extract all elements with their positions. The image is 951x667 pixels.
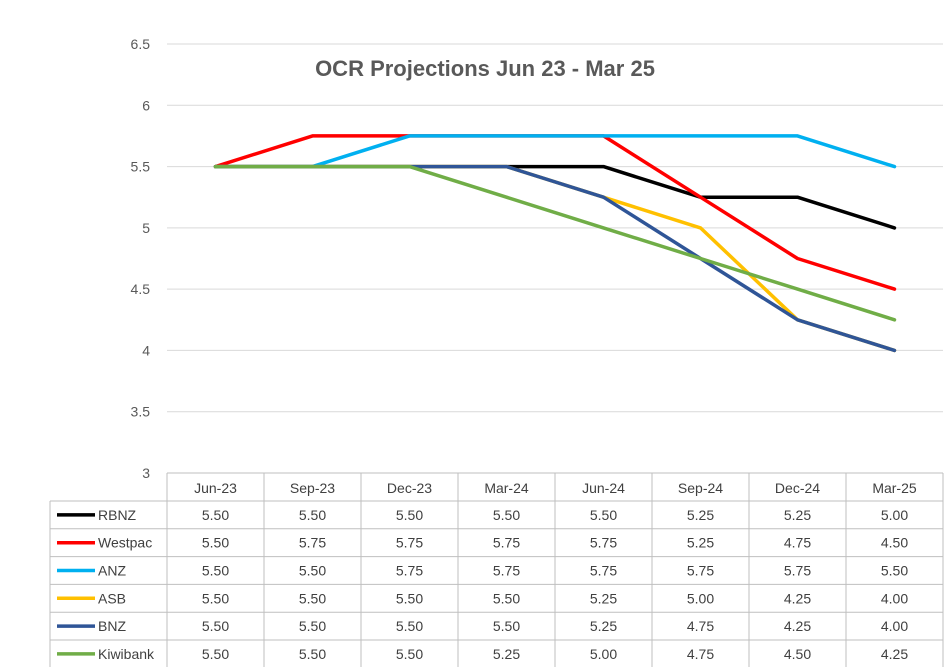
data-value-label: 4.75 xyxy=(687,618,714,634)
data-value-label: 5.75 xyxy=(299,535,326,551)
y-tick-label: 3 xyxy=(142,465,150,481)
x-category-label: Jun-23 xyxy=(194,480,237,496)
data-value-label: 5.75 xyxy=(493,535,520,551)
data-value-label: 5.50 xyxy=(202,535,229,551)
data-value-label: 5.75 xyxy=(396,535,423,551)
data-value-label: 5.50 xyxy=(202,646,229,662)
x-category-label: Mar-24 xyxy=(484,480,529,496)
data-table: Jun-23 Sep-23 Dec-23 Mar-24 Jun-24 Sep-24 Dec-… xyxy=(49,472,944,667)
y-tick-label: 5 xyxy=(142,220,150,236)
data-value-label: 4.25 xyxy=(881,646,908,662)
data-value-label: 5.50 xyxy=(202,618,229,634)
data-value-label: 5.00 xyxy=(881,507,908,523)
series-name-label: BNZ xyxy=(98,618,126,634)
x-category-label: Jun-24 xyxy=(582,480,625,496)
y-tick-label: 6.5 xyxy=(131,36,151,52)
data-value-label: 5.75 xyxy=(493,563,520,579)
data-value-label: 4.75 xyxy=(687,646,714,662)
data-value-label: 5.25 xyxy=(784,507,811,523)
data-value-label: 5.75 xyxy=(590,535,617,551)
data-value-label: 5.50 xyxy=(396,507,423,523)
data-value-label: 5.50 xyxy=(299,646,326,662)
series-name-label: Kiwibank xyxy=(98,646,155,662)
data-value-label: 5.25 xyxy=(687,507,714,523)
series-name-label: ASB xyxy=(98,590,126,606)
data-value-label: 5.50 xyxy=(299,563,326,579)
data-value-label: 5.50 xyxy=(202,590,229,606)
data-value-label: 5.50 xyxy=(299,507,326,523)
data-value-label: 5.50 xyxy=(299,618,326,634)
data-value-label: 5.50 xyxy=(493,618,520,634)
data-value-label: 5.50 xyxy=(396,618,423,634)
y-tick-label: 5.5 xyxy=(131,159,151,175)
series-line-anz xyxy=(213,134,897,169)
data-value-label: 4.75 xyxy=(784,535,811,551)
data-value-label: 5.50 xyxy=(202,563,229,579)
data-value-label: 5.50 xyxy=(493,507,520,523)
series-line-rbnz xyxy=(213,164,897,230)
x-category-label: Dec-23 xyxy=(387,480,432,496)
y-tick-label: 4 xyxy=(142,342,150,358)
series-line-asb xyxy=(213,164,897,353)
data-value-label: 5.75 xyxy=(784,563,811,579)
data-value-label: 5.50 xyxy=(299,590,326,606)
data-value-label: 5.50 xyxy=(590,507,617,523)
data-value-label: 5.25 xyxy=(493,646,520,662)
series-name-label: RBNZ xyxy=(98,507,137,523)
data-value-label: 5.75 xyxy=(396,563,423,579)
data-value-label: 5.25 xyxy=(590,590,617,606)
x-category-label: Sep-24 xyxy=(678,480,723,496)
data-value-label: 5.50 xyxy=(396,590,423,606)
data-value-label: 4.25 xyxy=(784,618,811,634)
data-value-label: 4.00 xyxy=(881,590,908,606)
y-tick-label: 4.5 xyxy=(131,281,151,297)
y-tick-label: 3.5 xyxy=(131,404,151,420)
x-category-label: Sep-23 xyxy=(290,480,335,496)
data-value-label: 5.50 xyxy=(202,507,229,523)
data-value-label: 4.25 xyxy=(784,590,811,606)
chart-title: OCR Projections Jun 23 - Mar 25 xyxy=(315,56,655,81)
data-value-label: 5.50 xyxy=(396,646,423,662)
data-value-label: 5.00 xyxy=(590,646,617,662)
data-value-label: 5.75 xyxy=(590,563,617,579)
x-category-label: Mar-25 xyxy=(872,480,917,496)
data-value-label: 5.75 xyxy=(687,563,714,579)
y-tick-label: 6 xyxy=(142,97,150,113)
series-line-kiwibank xyxy=(213,164,897,322)
data-value-label: 5.50 xyxy=(493,590,520,606)
y-axis-tick-labels: 3 3.5 4 4.5 5 5.5 6 6.5 xyxy=(131,36,151,481)
data-value-label: 4.50 xyxy=(784,646,811,662)
data-value-label: 4.00 xyxy=(881,618,908,634)
series-name-label: ANZ xyxy=(98,563,126,579)
data-value-label: 4.50 xyxy=(881,535,908,551)
data-value-label: 5.25 xyxy=(590,618,617,634)
series-line-bnz xyxy=(213,164,897,353)
data-value-label: 5.00 xyxy=(687,590,714,606)
gridlines xyxy=(167,43,943,413)
series-lines xyxy=(213,134,897,353)
data-value-label: 5.25 xyxy=(687,535,714,551)
x-category-label: Dec-24 xyxy=(775,480,820,496)
data-value-label: 5.50 xyxy=(881,563,908,579)
series-name-label: Westpac xyxy=(98,535,152,551)
